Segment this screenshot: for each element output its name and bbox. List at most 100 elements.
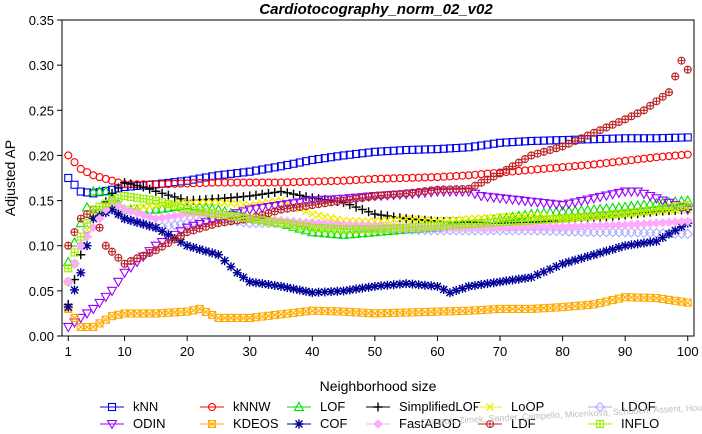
point	[621, 156, 630, 165]
point	[426, 281, 436, 291]
legend-item: ODIN	[100, 416, 166, 431]
point	[81, 309, 93, 320]
point	[646, 134, 655, 143]
point	[420, 145, 429, 154]
point	[119, 204, 130, 215]
point	[256, 203, 268, 214]
point	[433, 173, 442, 182]
point	[550, 200, 562, 211]
point	[477, 170, 486, 179]
point	[220, 178, 229, 187]
point	[358, 149, 367, 158]
legend-marker	[294, 419, 304, 429]
point	[281, 200, 293, 210]
point	[464, 184, 473, 193]
point	[70, 313, 79, 322]
point	[288, 199, 299, 209]
point	[402, 173, 411, 183]
point	[414, 173, 423, 182]
chart-title: Cardiotocography_norm_02_v02	[259, 1, 493, 18]
point	[327, 213, 336, 222]
point	[495, 138, 505, 147]
point	[395, 146, 404, 155]
point	[520, 137, 530, 146]
point	[520, 273, 530, 283]
point	[332, 286, 342, 296]
point	[539, 136, 548, 145]
point	[527, 165, 536, 174]
legend-item: SimplifiedLOF	[366, 399, 481, 414]
point	[427, 173, 436, 182]
point	[238, 207, 249, 218]
point	[269, 201, 281, 212]
point	[408, 145, 417, 154]
point	[402, 214, 411, 223]
point	[126, 192, 135, 202]
point	[376, 281, 386, 291]
point	[313, 196, 324, 206]
point	[382, 211, 392, 221]
legend-marker	[107, 402, 117, 412]
point	[307, 288, 317, 298]
point	[575, 196, 587, 207]
point	[201, 173, 210, 182]
point	[164, 179, 173, 189]
point	[263, 202, 274, 213]
point	[163, 190, 173, 200]
axes: 0.00 0.05 0.10 0.15 0.20 0.25 0.30 0.35 1 10 20 30 4…	[29, 13, 699, 359]
point	[532, 198, 544, 208]
legend-label: kNN	[133, 399, 158, 414]
point	[208, 172, 217, 181]
series-ldf	[64, 56, 692, 268]
point	[583, 252, 593, 262]
point	[677, 151, 686, 160]
point	[377, 174, 386, 183]
point	[289, 189, 299, 199]
legend-item: COF	[287, 416, 348, 431]
point	[383, 147, 392, 156]
point	[275, 201, 287, 211]
legend-item: KDEOS	[200, 416, 279, 431]
point	[245, 167, 254, 176]
point	[170, 192, 180, 202]
point	[470, 170, 480, 179]
point	[608, 158, 617, 167]
point	[327, 177, 336, 186]
point	[201, 246, 211, 256]
point	[395, 215, 404, 224]
point	[245, 191, 255, 201]
point	[325, 228, 337, 238]
point	[189, 175, 198, 184]
point	[233, 178, 242, 187]
point	[70, 285, 80, 295]
point	[270, 163, 279, 172]
point	[676, 222, 686, 232]
point	[596, 134, 605, 144]
point	[602, 134, 611, 143]
point	[439, 172, 448, 181]
point	[620, 241, 630, 251]
legend-marker	[373, 402, 383, 412]
point	[276, 281, 286, 291]
point	[239, 168, 248, 177]
point	[308, 210, 317, 219]
point	[300, 197, 312, 208]
point	[94, 185, 105, 196]
point	[539, 147, 548, 156]
y-axis-label: Adjusted AP	[2, 140, 18, 216]
point	[133, 203, 142, 212]
point	[445, 288, 455, 298]
point	[270, 218, 279, 227]
y-tick-label: 0.15	[29, 194, 54, 209]
point	[621, 115, 630, 124]
point	[333, 176, 342, 185]
point	[263, 280, 273, 290]
point	[364, 175, 373, 184]
point	[439, 144, 448, 153]
point	[589, 250, 599, 260]
point	[626, 240, 636, 250]
point	[682, 216, 693, 227]
point	[151, 223, 161, 233]
point	[351, 284, 361, 294]
point	[477, 141, 486, 150]
